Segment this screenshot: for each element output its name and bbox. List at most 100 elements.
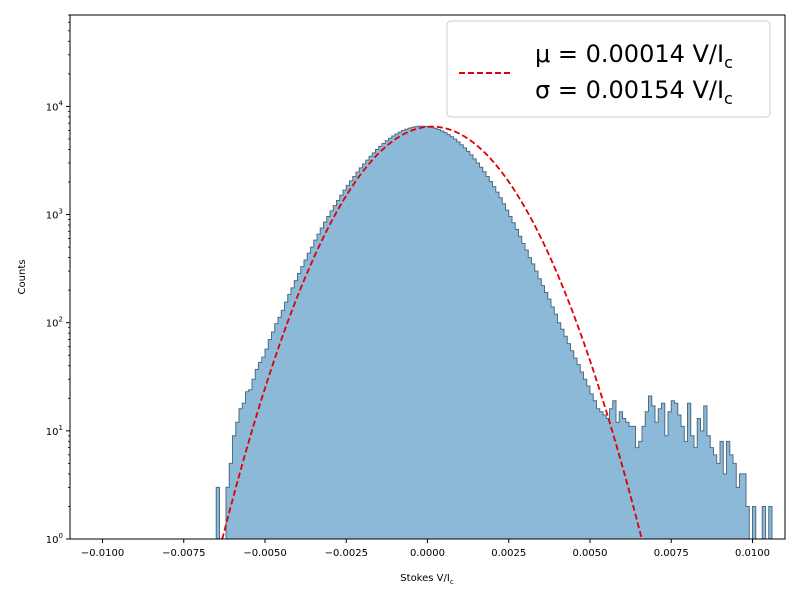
histogram-bar <box>629 426 633 539</box>
x-axis-label: Stokes V/Ic <box>400 573 454 586</box>
histogram-bar <box>287 294 292 539</box>
histogram-bar <box>573 358 578 539</box>
histogram-bar <box>226 487 230 539</box>
histogram-bar <box>531 263 536 539</box>
histogram-bar <box>583 379 588 539</box>
histogram-bar <box>427 126 432 539</box>
histogram-bar <box>469 154 474 539</box>
histogram-bar <box>252 379 256 539</box>
x-tick-label: 0.0100 <box>735 548 770 559</box>
y-tick-label: 104 <box>46 99 64 113</box>
histogram-bar <box>317 234 321 539</box>
histogram-bar <box>382 143 386 539</box>
histogram-bar <box>687 403 692 539</box>
histogram-bar <box>434 128 438 539</box>
x-axis-ticks: −0.0100 −0.0075 −0.0050 −0.0025 0.0000 0.0025… <box>81 539 770 559</box>
histogram-bar <box>547 299 552 539</box>
histogram-bar <box>736 487 740 539</box>
histogram-bar <box>245 391 250 539</box>
x-tick-label: 0.0050 <box>573 548 608 559</box>
histogram-bar <box>590 393 594 539</box>
histogram-bar <box>232 435 237 539</box>
histogram-bar <box>424 126 428 539</box>
histogram-bar <box>560 329 565 539</box>
histogram-bar <box>343 190 347 539</box>
histogram-bar <box>385 140 389 539</box>
histogram-bar <box>502 203 506 539</box>
histogram-bar <box>265 349 269 539</box>
histogram-bars <box>216 126 773 539</box>
histogram-bar <box>447 134 451 539</box>
histogram-bar <box>661 403 666 539</box>
histogram-bar <box>668 411 672 539</box>
histogram-bar <box>242 403 246 539</box>
histogram-bar <box>612 400 617 539</box>
histogram-bar <box>752 506 757 539</box>
histogram-bar <box>538 278 542 539</box>
histogram-bar <box>648 396 653 539</box>
histogram-bar <box>515 229 519 539</box>
histogram-bar <box>421 126 425 539</box>
histogram-bar <box>518 236 523 539</box>
histogram-bar <box>551 306 555 539</box>
histogram-bar <box>365 160 370 539</box>
histogram-bar <box>664 435 669 539</box>
histogram-bar <box>356 172 360 539</box>
histogram-bar <box>713 454 718 539</box>
histogram-bar <box>216 487 220 539</box>
histogram-bar <box>596 408 601 539</box>
histogram-bar <box>557 322 562 539</box>
histogram-bar <box>430 127 435 539</box>
histogram-bar <box>278 317 282 539</box>
histogram-bar <box>482 171 487 539</box>
histogram-bar <box>671 400 675 539</box>
histogram-bar <box>473 158 477 539</box>
x-tick-label: −0.0050 <box>243 548 286 559</box>
histogram-bar <box>261 357 266 539</box>
histogram-bar <box>733 463 737 539</box>
histogram-bar <box>495 192 500 539</box>
legend-mu-text: μ = 0.00014 V/Ic <box>535 40 733 72</box>
histogram-bar <box>564 336 568 539</box>
histogram-bar <box>655 422 659 539</box>
histogram-bar <box>554 314 558 539</box>
histogram-bar <box>326 216 331 539</box>
histogram-bar <box>580 372 584 539</box>
histogram-bar <box>281 310 285 539</box>
histogram-bar <box>450 136 454 539</box>
histogram-bar <box>258 362 263 539</box>
x-tick-label: −0.0025 <box>325 548 368 559</box>
histogram-bar <box>489 181 493 539</box>
histogram-bar <box>304 259 308 539</box>
histogram-bar <box>710 447 714 539</box>
histogram-bar <box>723 473 727 539</box>
histogram-bar <box>388 138 393 539</box>
histogram-bar <box>570 350 575 539</box>
histogram-bar <box>463 147 467 539</box>
y-tick-label: 100 <box>46 532 63 546</box>
x-tick-label: −0.0075 <box>162 548 205 559</box>
histogram-bar <box>417 126 422 539</box>
histogram-bar <box>720 441 724 539</box>
histogram-bar <box>453 139 458 539</box>
histogram-bar <box>726 441 731 539</box>
histogram-bar <box>739 473 744 539</box>
histogram-bar <box>599 411 604 539</box>
y-tick-label: 101 <box>46 424 63 438</box>
histogram-bar <box>255 369 259 539</box>
histogram-bar <box>235 422 240 539</box>
histogram-bar <box>401 130 406 539</box>
histogram-bar <box>622 418 627 539</box>
histogram-bar <box>359 167 363 539</box>
histogram-bar <box>690 435 695 539</box>
histogram-bar <box>567 343 571 539</box>
legend: μ = 0.00014 V/Ic σ = 0.00154 V/Ic <box>446 20 771 118</box>
histogram-bar <box>638 441 643 539</box>
histogram-bar <box>512 222 516 539</box>
histogram-bar <box>294 280 298 539</box>
histogram-bar <box>411 127 415 539</box>
histogram-bar <box>300 266 305 539</box>
histogram-bar <box>684 441 688 539</box>
histogram-bar <box>339 195 344 539</box>
histogram-outline <box>215 125 776 539</box>
